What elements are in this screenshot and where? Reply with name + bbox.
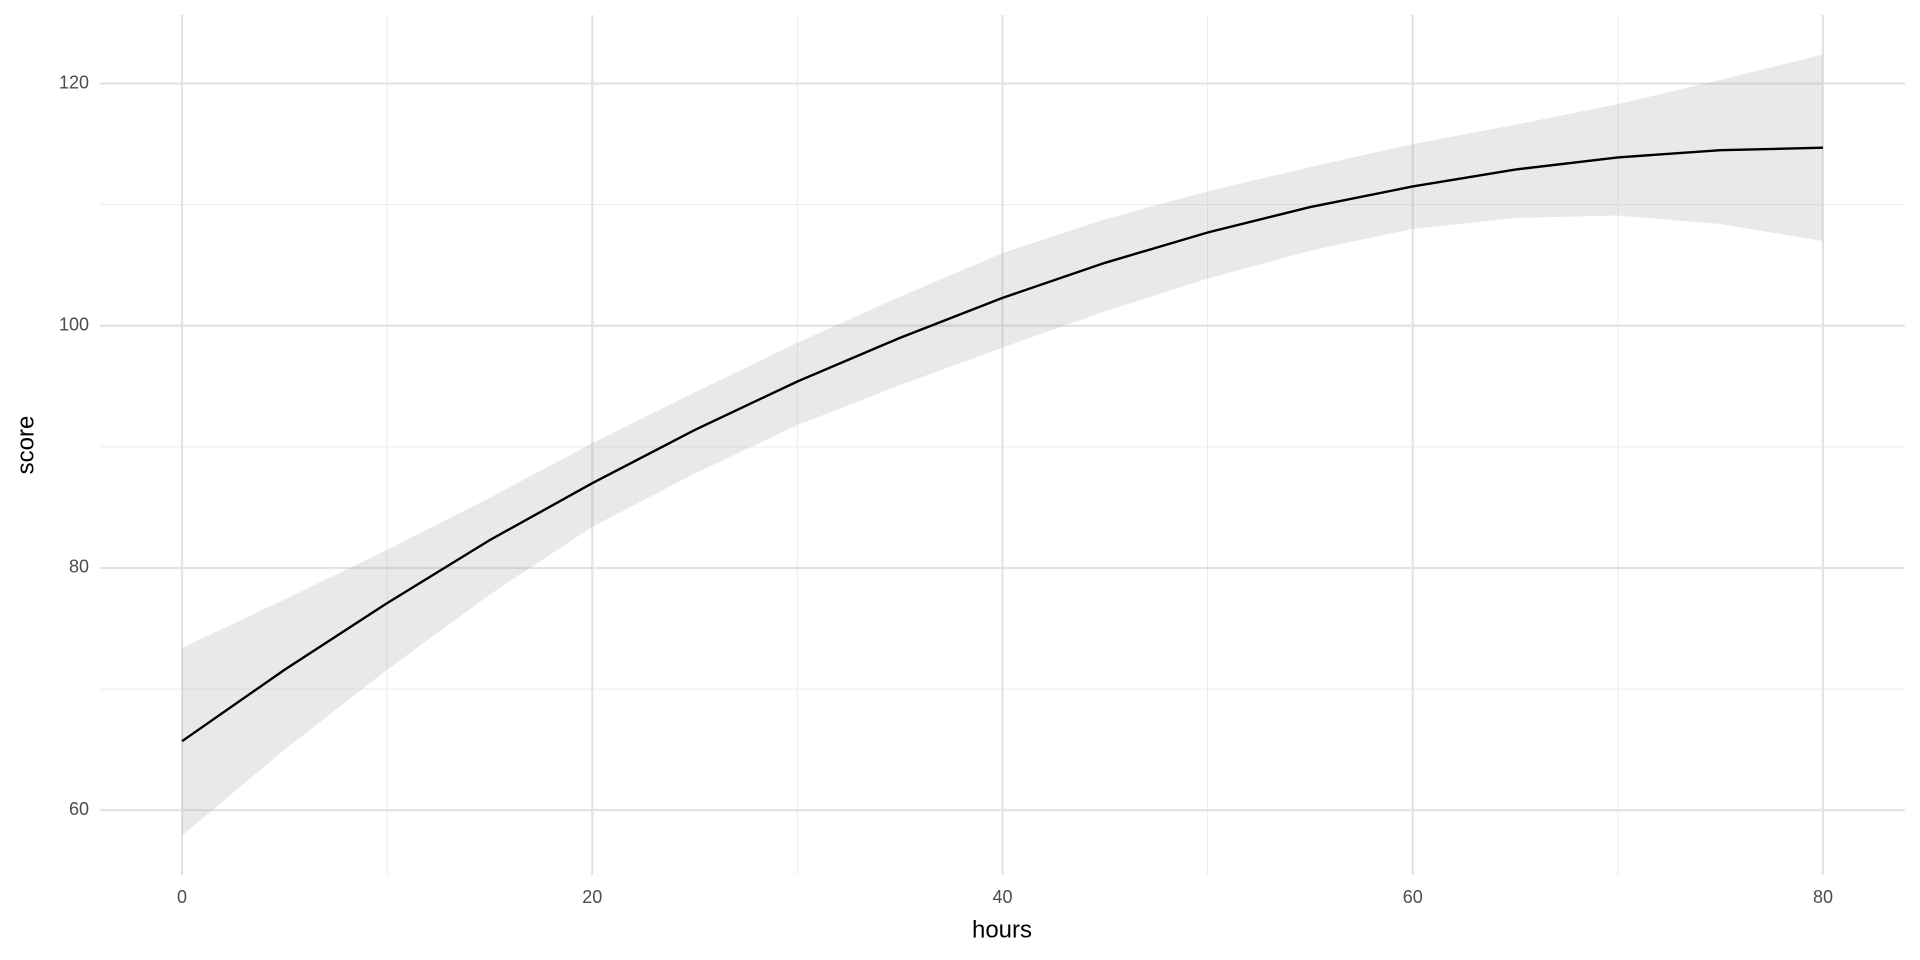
x-tick-label: 20 <box>582 887 602 907</box>
y-tick-label: 60 <box>69 799 89 819</box>
x-tick-label: 0 <box>177 887 187 907</box>
confidence-band <box>182 54 1823 836</box>
x-axis-title: hours <box>972 916 1032 943</box>
x-tick-label: 80 <box>1813 887 1833 907</box>
x-tick-label: 40 <box>992 887 1012 907</box>
y-axis-title: score <box>12 416 39 475</box>
y-tick-label: 120 <box>59 72 89 92</box>
y-tick-label: 100 <box>59 315 89 335</box>
x-tick-label: 60 <box>1403 887 1423 907</box>
y-tick-label: 80 <box>69 557 89 577</box>
fit-line <box>181 146 1823 743</box>
